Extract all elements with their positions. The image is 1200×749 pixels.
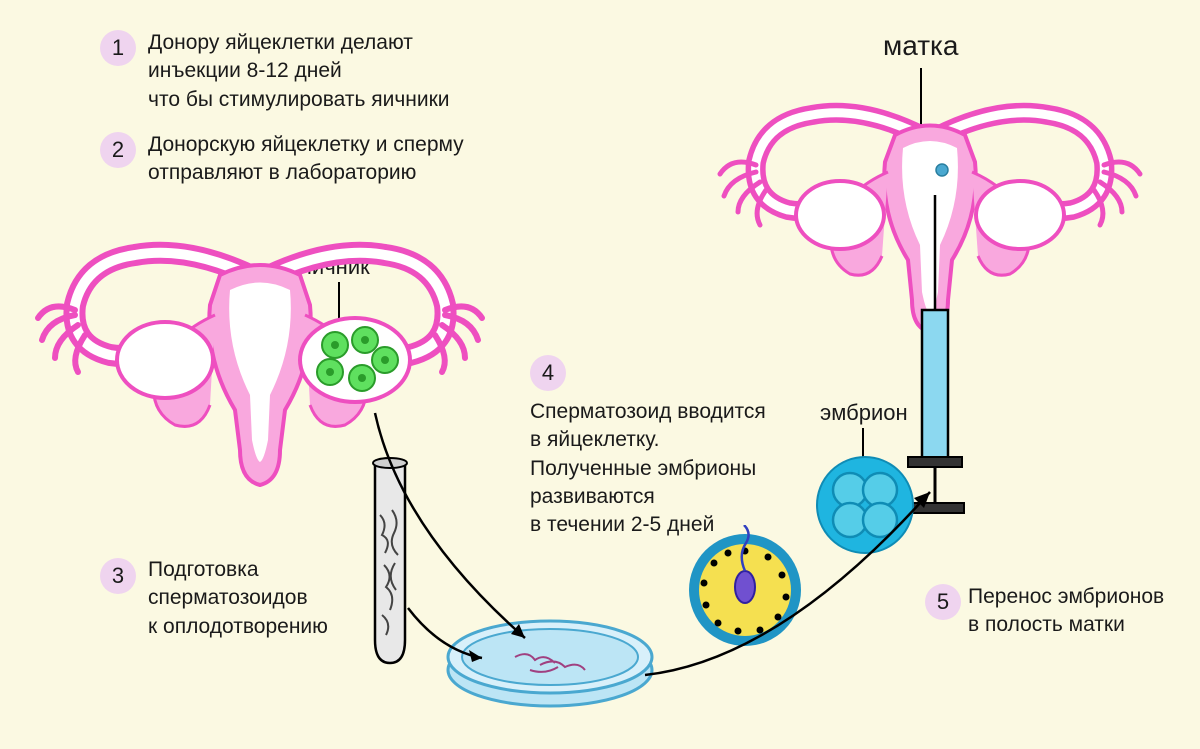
step-text-1: Донору яйцеклетки делают инъекции 8-12 д…	[148, 29, 450, 114]
embryo-label: эмбрион	[820, 400, 908, 426]
step-num: 1	[112, 35, 124, 61]
step-text-2: Донорскую яйцеклетку и сперму отправляют…	[148, 131, 464, 188]
step-num: 2	[112, 137, 124, 163]
arrow-tube-to-dish	[400, 600, 500, 680]
uterus-label: матка	[883, 30, 958, 62]
step-badge-2: 2	[100, 132, 136, 168]
step-num: 3	[112, 563, 124, 589]
step-badge-4: 4	[530, 355, 566, 391]
step-num: 4	[542, 360, 554, 386]
step-text-5: Перенос эмбрионов в полость матки	[968, 583, 1164, 640]
step-text-3: Подготовка сперматозоидов к оплодотворен…	[148, 556, 328, 641]
step-badge-1: 1	[100, 30, 136, 66]
step-badge-3: 3	[100, 558, 136, 594]
arrow-dish-to-embryo	[640, 480, 950, 690]
